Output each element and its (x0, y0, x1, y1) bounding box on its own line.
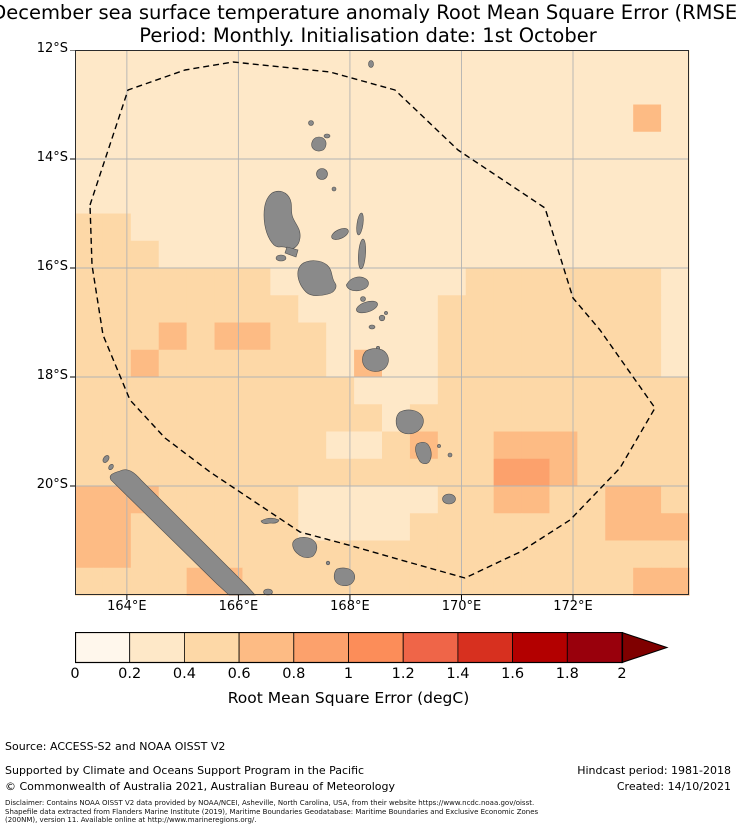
island-tanna (415, 441, 432, 465)
copyright-text: © Commonwealth of Australia 2021, Austra… (5, 780, 395, 793)
disclaimer-line-1: Disclaimer: Contains NOAA OISST V2 data … (5, 799, 535, 807)
disclaimer-line-3: (200NM), version 11. Available online at… (5, 816, 257, 824)
colorbar (75, 632, 669, 664)
colorbar-tick-label: 1.2 (391, 666, 415, 682)
colorbar-tick-label: 0.8 (282, 666, 306, 682)
map (70, 50, 690, 600)
islet-emae (368, 324, 376, 330)
islet-belep-2 (108, 463, 114, 471)
supported-by-text: Supported by Climate and Oceans Support … (5, 764, 365, 777)
eez-boundary (89, 61, 656, 579)
islet-ureparapara (308, 120, 314, 126)
island-epi (356, 300, 378, 314)
islet-tongariki (384, 311, 388, 315)
colorbar-tick-label: 2 (617, 666, 627, 682)
colorbar-tick-label: 1.4 (446, 666, 470, 682)
islet-torres (368, 60, 374, 68)
gridlines (75, 50, 689, 595)
chart-subtitle: Period: Monthly. Initialisation date: 1s… (139, 24, 597, 47)
y-tick-label: 16°S (36, 259, 68, 274)
hindcast-period-text: Hindcast period: 1981-2018 (577, 764, 731, 777)
islet-mere-lava (331, 186, 337, 192)
colorbar-tick-label: 1.6 (501, 666, 525, 682)
colorbar-tick-label: 1 (343, 666, 354, 682)
island-erromango (395, 409, 424, 435)
island-efate (362, 348, 389, 372)
islet-ouvea (260, 517, 280, 524)
islet-mota-lava (323, 133, 331, 139)
disclaimer-line-2: Shapefile data extracted from Flanders M… (5, 807, 539, 816)
disclaimer: Disclaimer: Contains NOAA OISST V2 data … (5, 799, 733, 825)
islet-tiga (325, 560, 331, 566)
colorbar-tick-label: 0 (70, 666, 80, 682)
island-mare (333, 567, 356, 587)
colorbar-tick-label: 1.8 (555, 666, 579, 682)
y-tick-label: 18°S (36, 368, 68, 383)
island-espiritu-santo (263, 190, 301, 250)
x-tick-label: 168°E (330, 599, 370, 614)
x-tick-label: 170°E (441, 599, 482, 614)
axis-ticks (70, 50, 574, 600)
islet-lopevi (360, 296, 366, 302)
y-tick-label: 14°S (36, 150, 68, 165)
island-lifou (292, 537, 318, 558)
islet-aniwa (437, 444, 441, 448)
islet-belep-1 (102, 455, 110, 463)
islands (102, 60, 456, 596)
island-vanua-lava (311, 136, 327, 152)
source-text: Source: ACCESS-S2 and NOAA OISST V2 (5, 740, 226, 753)
islet-malo (275, 254, 287, 262)
colorbar-tick-label: 0.4 (172, 666, 196, 682)
island-santo-south-peninsula (284, 246, 299, 258)
chart-title: December sea surface temperature anomaly… (0, 1, 736, 24)
y-tick-label: 12°S (36, 41, 68, 56)
x-tick-label: 166°E (218, 599, 259, 614)
map-frame (75, 50, 689, 595)
colorbar-tick-label: 0.6 (227, 666, 251, 682)
y-tick-label: 20°S (36, 477, 68, 492)
created-date-text: Created: 14/10/2021 (616, 780, 731, 793)
island-ambrym (346, 276, 369, 292)
island-ambae (331, 228, 349, 240)
island-gaua (316, 168, 328, 180)
islet-futuna (447, 452, 453, 458)
island-malakula (297, 260, 337, 296)
colorbar-tick-label: 0.2 (118, 666, 142, 682)
x-tick-label: 172°E (553, 599, 593, 614)
colorbar-label: Root Mean Square Error (degC) (227, 689, 470, 707)
island-aneityum (442, 493, 456, 505)
island-maewo (356, 212, 364, 236)
island-pentecost (358, 238, 366, 270)
islet-tongoa (378, 314, 386, 322)
chart-title-text: December sea surface temperature anomaly… (0, 1, 736, 24)
x-tick-label: 164°E (107, 599, 147, 614)
